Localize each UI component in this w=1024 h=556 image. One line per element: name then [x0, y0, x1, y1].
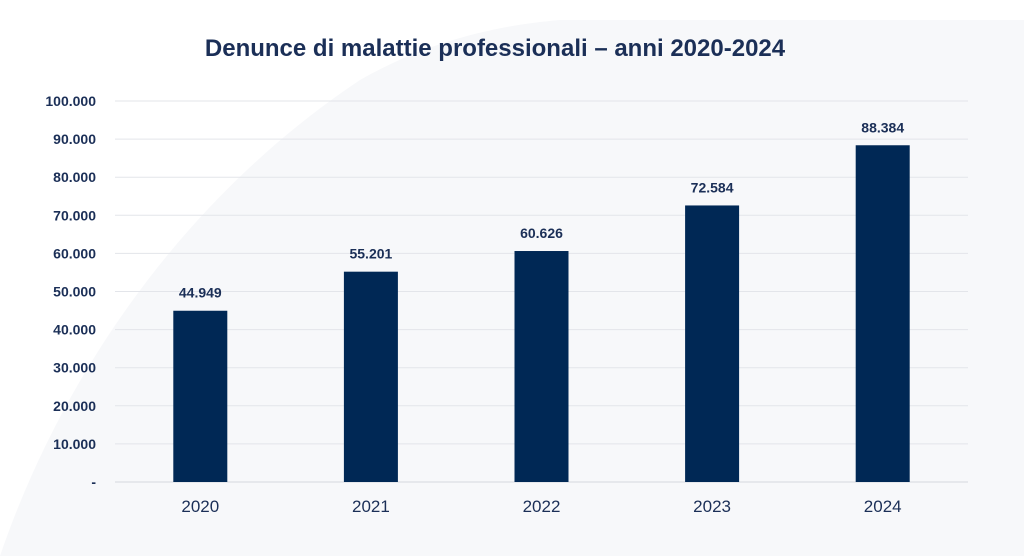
x-axis-ticks: 2020 2021 2022 2023 2024	[181, 497, 901, 516]
bar-2024	[855, 145, 910, 482]
bar-2021	[343, 271, 398, 482]
bars	[173, 145, 910, 482]
x-tick-label: 2022	[523, 497, 561, 516]
chart-title: Denunce di malattie professionali – anni…	[205, 35, 786, 62]
y-tick-label: 30.000	[53, 360, 96, 376]
bar-2020	[173, 310, 228, 482]
y-tick-label: 10.000	[53, 436, 96, 452]
data-label: 88.384	[861, 119, 904, 135]
x-tick-label: 2024	[864, 497, 902, 516]
y-tick-label: 60.000	[53, 245, 96, 261]
y-tick-label: 50.000	[53, 284, 96, 300]
gridlines	[115, 100, 968, 483]
data-labels: 44.949 55.201 60.626 72.584 88.384	[179, 119, 904, 300]
data-label: 72.584	[691, 179, 734, 195]
y-tick-label: 20.000	[53, 398, 96, 414]
y-tick-label: 70.000	[53, 207, 96, 223]
y-tick-label: 90.000	[53, 131, 96, 147]
y-tick-label: 100.000	[45, 93, 96, 109]
x-tick-label: 2020	[181, 497, 219, 516]
data-label: 60.626	[520, 225, 563, 241]
x-tick-label: 2021	[352, 497, 390, 516]
data-label: 44.949	[179, 285, 222, 301]
y-axis-ticks: - 10.000 20.000 30.000 40.000 50.000 60.000 70.…	[45, 93, 96, 490]
y-tick-label: 40.000	[53, 322, 96, 338]
x-tick-label: 2023	[693, 497, 731, 516]
data-label: 55.201	[349, 246, 392, 262]
bar-2023	[685, 205, 740, 482]
y-tick-label: -	[91, 474, 96, 490]
y-tick-label: 80.000	[53, 169, 96, 185]
bar-2022	[514, 251, 569, 482]
